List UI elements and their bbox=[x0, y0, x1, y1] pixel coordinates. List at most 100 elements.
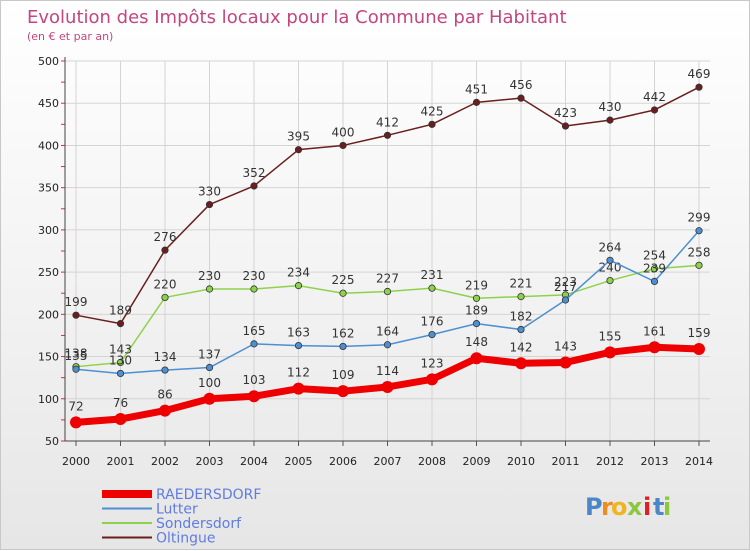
data-label-oltingue: 423 bbox=[554, 106, 577, 120]
chart-title: Evolution des Impôts locaux pour la Comm… bbox=[27, 7, 567, 28]
data-label-sondersdorf: 254 bbox=[643, 249, 666, 263]
data-point-raedersdorf bbox=[70, 416, 82, 429]
data-label-raedersdorf: 76 bbox=[113, 396, 128, 410]
brand-logo-letter: o bbox=[611, 493, 628, 521]
x-tick-label: 2001 bbox=[107, 455, 135, 468]
x-tick-label: 2008 bbox=[418, 455, 446, 468]
data-label-oltingue: 412 bbox=[376, 115, 399, 129]
data-label-lutter: 189 bbox=[465, 304, 488, 318]
y-tick-label: 150 bbox=[38, 351, 59, 364]
x-tick-label: 2012 bbox=[596, 455, 624, 468]
data-label-lutter: 176 bbox=[421, 315, 444, 329]
data-point-sondersdorf bbox=[383, 287, 392, 296]
data-point-oltingue bbox=[383, 131, 392, 139]
x-tick-label: 2010 bbox=[507, 455, 535, 468]
x-tick-label: 2009 bbox=[463, 455, 491, 468]
x-tick-label: 2011 bbox=[552, 455, 580, 468]
data-label-raedersdorf: 112 bbox=[287, 366, 310, 380]
y-tick-label: 250 bbox=[38, 266, 59, 279]
data-point-lutter bbox=[250, 340, 258, 348]
data-point-lutter bbox=[561, 296, 570, 304]
data-label-oltingue: 430 bbox=[599, 100, 622, 114]
y-tick-label: 50 bbox=[45, 435, 59, 448]
x-tick-label: 2005 bbox=[285, 455, 313, 468]
data-label-lutter: 264 bbox=[599, 240, 622, 254]
data-label-oltingue: 395 bbox=[287, 130, 310, 144]
data-label-sondersdorf: 138 bbox=[65, 347, 88, 361]
data-label-oltingue: 352 bbox=[243, 166, 266, 180]
data-point-oltingue bbox=[294, 146, 303, 154]
data-label-oltingue: 199 bbox=[65, 295, 88, 309]
legend-label-lutter: Lutter bbox=[156, 502, 198, 518]
data-label-raedersdorf: 114 bbox=[376, 364, 399, 378]
x-tick-label: 2004 bbox=[240, 455, 268, 468]
data-point-sondersdorf bbox=[161, 293, 169, 302]
data-label-sondersdorf: 223 bbox=[554, 275, 577, 289]
data-point-sondersdorf bbox=[339, 289, 347, 297]
brand-logo-letter: i bbox=[663, 493, 671, 521]
data-point-raedersdorf bbox=[559, 356, 572, 369]
data-label-sondersdorf: 230 bbox=[243, 269, 266, 283]
data-label-lutter: 130 bbox=[109, 353, 132, 367]
x-tick-label: 2014 bbox=[685, 455, 713, 468]
y-tick-label: 450 bbox=[38, 97, 59, 110]
data-label-lutter: 162 bbox=[332, 326, 355, 340]
data-point-lutter bbox=[650, 277, 659, 285]
data-point-oltingue bbox=[116, 320, 125, 328]
data-point-sondersdorf bbox=[116, 358, 125, 367]
data-label-lutter: 182 bbox=[510, 310, 533, 324]
chart-subtitle: (en € et par an) bbox=[27, 30, 113, 43]
data-point-sondersdorf bbox=[294, 282, 303, 290]
data-label-sondersdorf: 258 bbox=[688, 245, 711, 259]
data-point-lutter bbox=[205, 363, 214, 372]
y-tick-label: 200 bbox=[38, 308, 59, 321]
data-point-raedersdorf bbox=[292, 382, 305, 395]
brand-logo-letter: r bbox=[601, 493, 613, 521]
data-point-oltingue bbox=[606, 116, 614, 124]
x-tick-label: 2002 bbox=[151, 455, 179, 468]
data-point-oltingue bbox=[695, 83, 703, 91]
data-label-raedersdorf: 148 bbox=[465, 335, 488, 349]
data-label-sondersdorf: 240 bbox=[599, 261, 622, 275]
brand-logo-letter: t bbox=[653, 493, 664, 521]
data-point-lutter bbox=[472, 320, 481, 328]
data-point-lutter bbox=[383, 341, 392, 349]
data-point-oltingue bbox=[517, 94, 525, 102]
data-label-raedersdorf: 72 bbox=[68, 399, 83, 413]
data-label-oltingue: 469 bbox=[688, 67, 711, 81]
data-label-oltingue: 442 bbox=[643, 90, 666, 104]
data-label-sondersdorf: 143 bbox=[109, 342, 132, 356]
data-point-oltingue bbox=[339, 141, 347, 150]
x-tick-label: 2007 bbox=[374, 455, 402, 468]
data-point-oltingue bbox=[428, 120, 436, 128]
data-point-sondersdorf bbox=[517, 292, 525, 301]
data-point-oltingue bbox=[561, 122, 570, 130]
data-point-raedersdorf bbox=[337, 385, 349, 398]
data-label-lutter: 163 bbox=[287, 326, 310, 340]
x-tick-label: 2013 bbox=[641, 455, 669, 468]
data-point-lutter bbox=[695, 227, 703, 235]
data-point-lutter bbox=[294, 341, 303, 350]
data-label-raedersdorf: 109 bbox=[332, 368, 355, 382]
data-point-raedersdorf bbox=[515, 357, 527, 370]
y-tick-label: 100 bbox=[38, 393, 59, 406]
y-tick-label: 350 bbox=[38, 182, 59, 195]
data-point-lutter bbox=[116, 369, 125, 378]
data-label-raedersdorf: 86 bbox=[157, 388, 172, 402]
data-label-sondersdorf: 221 bbox=[510, 277, 533, 291]
data-label-raedersdorf: 143 bbox=[554, 339, 577, 353]
legend-label-raedersdorf: RAEDERSDORF bbox=[156, 487, 261, 503]
x-tick-label: 2003 bbox=[196, 455, 224, 468]
data-label-oltingue: 451 bbox=[465, 82, 488, 96]
y-tick-label: 500 bbox=[38, 55, 59, 68]
data-point-raedersdorf bbox=[381, 380, 394, 393]
data-point-sondersdorf bbox=[606, 276, 614, 285]
data-label-oltingue: 189 bbox=[109, 304, 132, 318]
data-label-sondersdorf: 220 bbox=[154, 277, 177, 291]
data-label-lutter: 165 bbox=[243, 324, 266, 338]
data-point-raedersdorf bbox=[248, 390, 260, 403]
data-label-sondersdorf: 230 bbox=[198, 269, 221, 283]
data-label-lutter: 299 bbox=[688, 211, 711, 225]
